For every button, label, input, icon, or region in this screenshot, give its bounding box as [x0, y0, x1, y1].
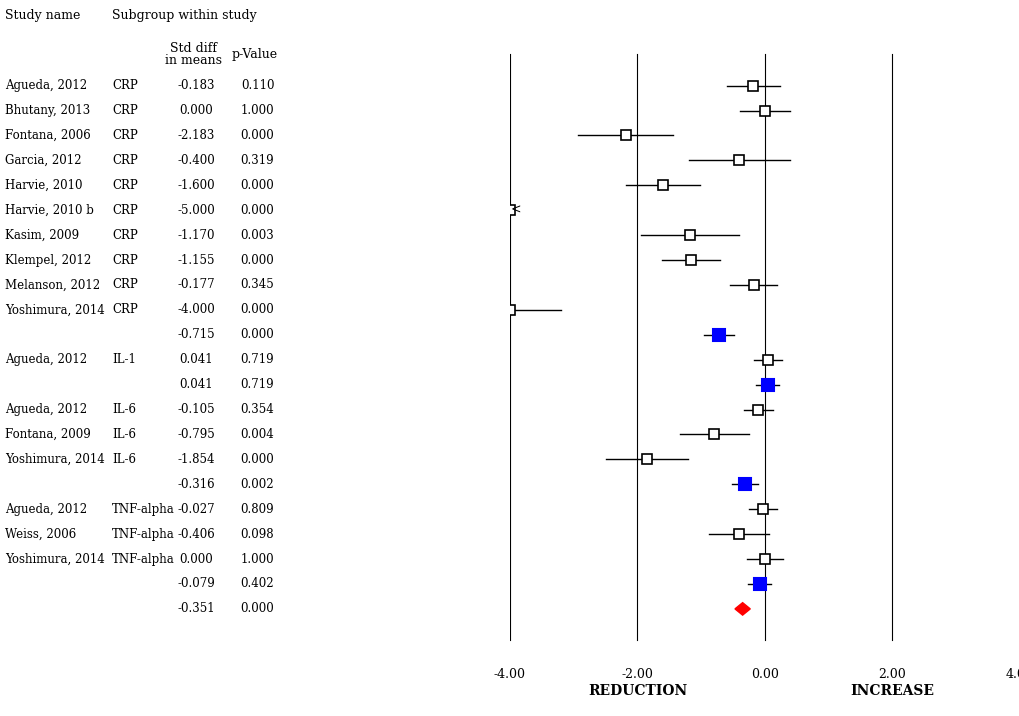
- Text: 0.000: 0.000: [240, 179, 274, 192]
- Text: -0.079: -0.079: [177, 578, 215, 591]
- Text: CRP: CRP: [112, 228, 138, 241]
- Text: <: <: [511, 204, 521, 217]
- Text: Yoshimura, 2014: Yoshimura, 2014: [5, 553, 105, 566]
- Text: -1.854: -1.854: [177, 453, 215, 466]
- Text: p-Value: p-Value: [231, 48, 278, 61]
- Text: -1.155: -1.155: [177, 253, 215, 266]
- Text: Agueda, 2012: Agueda, 2012: [5, 503, 88, 516]
- Text: -0.351: -0.351: [177, 602, 215, 615]
- Text: -0.027: -0.027: [177, 503, 215, 516]
- Text: -0.105: -0.105: [177, 403, 215, 416]
- Text: 1.000: 1.000: [240, 553, 274, 566]
- Text: -4.000: -4.000: [177, 304, 215, 316]
- Text: 0.041: 0.041: [179, 378, 213, 391]
- Text: Harvie, 2010 b: Harvie, 2010 b: [5, 204, 94, 217]
- Text: Agueda, 2012: Agueda, 2012: [5, 353, 88, 366]
- Text: 0.719: 0.719: [240, 378, 274, 391]
- Text: 0.000: 0.000: [240, 304, 274, 316]
- Text: REDUCTION: REDUCTION: [587, 684, 687, 698]
- Text: INCREASE: INCREASE: [850, 684, 933, 698]
- Text: TNF-alpha: TNF-alpha: [112, 553, 175, 566]
- Text: Study name: Study name: [5, 9, 81, 22]
- Text: Yoshimura, 2014: Yoshimura, 2014: [5, 304, 105, 316]
- Text: -0.400: -0.400: [177, 154, 215, 167]
- Text: -0.183: -0.183: [177, 79, 215, 92]
- Text: 0.402: 0.402: [240, 578, 274, 591]
- Text: 0.002: 0.002: [240, 478, 274, 490]
- Text: -0.795: -0.795: [177, 428, 215, 441]
- Text: 0.000: 0.000: [240, 453, 274, 466]
- Text: 0.041: 0.041: [179, 353, 213, 366]
- Text: 0.000: 0.000: [179, 104, 213, 117]
- Text: Harvie, 2010: Harvie, 2010: [5, 179, 83, 192]
- Text: CRP: CRP: [112, 253, 138, 266]
- Text: Weiss, 2006: Weiss, 2006: [5, 528, 76, 541]
- Text: 0.004: 0.004: [240, 428, 274, 441]
- Text: -0.715: -0.715: [177, 329, 215, 342]
- Text: Klempel, 2012: Klempel, 2012: [5, 253, 92, 266]
- Text: Garcia, 2012: Garcia, 2012: [5, 154, 82, 167]
- Text: CRP: CRP: [112, 279, 138, 291]
- Text: in means: in means: [165, 54, 222, 67]
- Text: 0.719: 0.719: [240, 353, 274, 366]
- Text: TNF-alpha: TNF-alpha: [112, 503, 175, 516]
- Text: CRP: CRP: [112, 204, 138, 217]
- Text: 0.000: 0.000: [240, 253, 274, 266]
- Text: 0.354: 0.354: [240, 403, 274, 416]
- Polygon shape: [735, 603, 750, 615]
- Text: CRP: CRP: [112, 129, 138, 142]
- Text: CRP: CRP: [112, 79, 138, 92]
- Text: 0.000: 0.000: [240, 129, 274, 142]
- Text: 0.000: 0.000: [179, 553, 213, 566]
- Text: Kasim, 2009: Kasim, 2009: [5, 228, 79, 241]
- Text: 0.098: 0.098: [240, 528, 274, 541]
- Text: 0.809: 0.809: [240, 503, 274, 516]
- Text: -5.000: -5.000: [177, 204, 215, 217]
- Text: -0.406: -0.406: [177, 528, 215, 541]
- Text: -2.183: -2.183: [177, 129, 215, 142]
- Text: Melanson, 2012: Melanson, 2012: [5, 279, 100, 291]
- Text: Std diff: Std diff: [170, 42, 217, 54]
- Text: CRP: CRP: [112, 104, 138, 117]
- Text: IL-1: IL-1: [112, 353, 136, 366]
- Text: TNF-alpha: TNF-alpha: [112, 528, 175, 541]
- Text: IL-6: IL-6: [112, 453, 137, 466]
- Text: Subgroup within study: Subgroup within study: [112, 9, 257, 22]
- Text: 0.000: 0.000: [240, 329, 274, 342]
- Text: Agueda, 2012: Agueda, 2012: [5, 79, 88, 92]
- Text: IL-6: IL-6: [112, 403, 137, 416]
- Text: CRP: CRP: [112, 179, 138, 192]
- Text: -1.170: -1.170: [177, 228, 215, 241]
- Text: CRP: CRP: [112, 304, 138, 316]
- Text: CRP: CRP: [112, 154, 138, 167]
- Text: 1.000: 1.000: [240, 104, 274, 117]
- Text: Yoshimura, 2014: Yoshimura, 2014: [5, 453, 105, 466]
- Text: -0.316: -0.316: [177, 478, 215, 490]
- Text: -1.600: -1.600: [177, 179, 215, 192]
- Text: Fontana, 2009: Fontana, 2009: [5, 428, 91, 441]
- Text: 0.319: 0.319: [240, 154, 274, 167]
- Text: Agueda, 2012: Agueda, 2012: [5, 403, 88, 416]
- Text: 0.110: 0.110: [240, 79, 274, 92]
- Text: 0.000: 0.000: [240, 602, 274, 615]
- Text: 0.003: 0.003: [240, 228, 274, 241]
- Text: 0.345: 0.345: [240, 279, 274, 291]
- Text: IL-6: IL-6: [112, 428, 137, 441]
- Text: 0.000: 0.000: [240, 204, 274, 217]
- Text: Fontana, 2006: Fontana, 2006: [5, 129, 91, 142]
- Text: -0.177: -0.177: [177, 279, 215, 291]
- Text: Bhutany, 2013: Bhutany, 2013: [5, 104, 91, 117]
